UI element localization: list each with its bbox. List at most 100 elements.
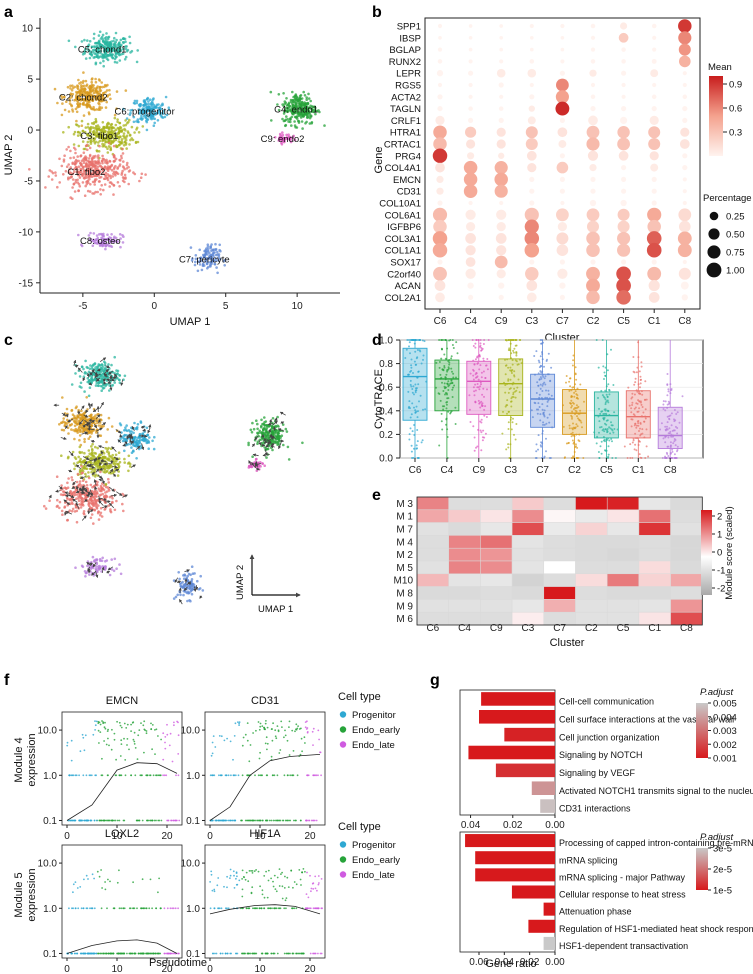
c-point bbox=[118, 460, 122, 464]
c-velocity-arrow bbox=[101, 422, 107, 426]
a-point bbox=[70, 104, 74, 108]
a-point bbox=[136, 49, 139, 52]
c-point bbox=[252, 427, 256, 431]
b-gene-label: COL6A1 bbox=[385, 210, 421, 221]
c-point bbox=[72, 462, 76, 465]
a-point bbox=[111, 175, 115, 178]
a-point bbox=[156, 119, 160, 122]
a-point bbox=[137, 108, 141, 111]
d-point bbox=[608, 439, 611, 442]
a-point bbox=[214, 242, 217, 246]
c-point bbox=[75, 497, 78, 501]
a-point bbox=[90, 159, 94, 162]
b-dot bbox=[587, 220, 599, 233]
c-point bbox=[66, 481, 69, 485]
a-point bbox=[82, 79, 85, 83]
d-point bbox=[442, 339, 444, 341]
b-dot bbox=[437, 82, 443, 88]
c-point bbox=[260, 418, 263, 422]
d-point bbox=[673, 453, 676, 456]
c-point bbox=[83, 440, 86, 444]
a-point bbox=[120, 154, 123, 158]
a-point bbox=[287, 120, 290, 123]
d-point bbox=[607, 457, 610, 459]
b-dot bbox=[437, 106, 443, 112]
a-point bbox=[93, 142, 97, 145]
a-point bbox=[83, 194, 87, 197]
c-point bbox=[114, 467, 117, 471]
c-point bbox=[71, 478, 74, 482]
a-point bbox=[101, 154, 104, 158]
b-dot bbox=[527, 116, 536, 125]
a-point bbox=[130, 49, 134, 53]
c-point bbox=[255, 469, 259, 473]
b-gene-label: C2orf40 bbox=[387, 269, 421, 280]
a-point bbox=[118, 121, 122, 125]
b-dot bbox=[529, 47, 534, 52]
a-point bbox=[101, 56, 105, 60]
d-point bbox=[608, 389, 611, 392]
a-point bbox=[111, 56, 114, 59]
b-dot bbox=[560, 35, 565, 40]
c-point bbox=[110, 363, 113, 367]
c-point bbox=[198, 587, 202, 590]
c-point bbox=[247, 464, 251, 468]
c-point bbox=[99, 489, 103, 493]
b-gene-label: LEPR bbox=[396, 69, 421, 80]
d-point bbox=[410, 444, 413, 447]
c-cluster-C3 bbox=[60, 442, 132, 487]
c-point bbox=[104, 485, 108, 489]
a-point bbox=[100, 159, 104, 163]
a-point bbox=[84, 144, 88, 148]
a-point bbox=[134, 141, 138, 144]
c-point bbox=[256, 427, 259, 431]
d-point bbox=[667, 390, 670, 393]
d-point bbox=[419, 339, 421, 341]
a-point bbox=[283, 119, 287, 122]
b-dot bbox=[590, 47, 596, 52]
d-point bbox=[666, 394, 669, 397]
c-point bbox=[60, 484, 63, 487]
a-point bbox=[94, 62, 98, 66]
b-gene-label: COL10A1 bbox=[379, 199, 421, 210]
b-dot bbox=[559, 117, 565, 123]
c-point bbox=[88, 467, 92, 471]
a-point bbox=[68, 99, 72, 103]
a-point bbox=[165, 113, 169, 117]
d-point bbox=[665, 457, 668, 459]
c-point bbox=[106, 469, 109, 473]
b-dot bbox=[589, 164, 597, 172]
a-point bbox=[100, 81, 103, 84]
a-point bbox=[112, 144, 116, 148]
a-point bbox=[71, 86, 75, 90]
a-point bbox=[75, 110, 79, 114]
a-point bbox=[69, 156, 72, 160]
d-point bbox=[535, 457, 538, 459]
b-dot bbox=[682, 165, 688, 171]
a-point bbox=[125, 163, 129, 167]
c-point bbox=[60, 428, 64, 432]
a-point bbox=[82, 103, 85, 106]
c-point bbox=[284, 427, 288, 431]
d-point bbox=[627, 386, 630, 389]
a-cluster-C6 bbox=[122, 95, 171, 132]
a-point bbox=[293, 120, 296, 123]
a-point bbox=[100, 184, 103, 187]
panel-letter-d: d bbox=[372, 332, 382, 349]
b-dot bbox=[463, 184, 478, 198]
d-point bbox=[512, 349, 515, 352]
b-dot bbox=[681, 294, 688, 301]
d-point bbox=[451, 344, 454, 346]
c-point bbox=[92, 522, 95, 525]
a-point bbox=[105, 89, 109, 92]
a-point bbox=[87, 48, 90, 51]
a-point bbox=[76, 96, 79, 99]
a-point bbox=[69, 84, 72, 88]
b-dot bbox=[590, 59, 596, 64]
b-dot bbox=[678, 208, 692, 222]
c-point bbox=[78, 503, 81, 506]
c-point bbox=[196, 579, 199, 583]
c-point bbox=[143, 437, 147, 440]
a-point bbox=[74, 181, 77, 184]
